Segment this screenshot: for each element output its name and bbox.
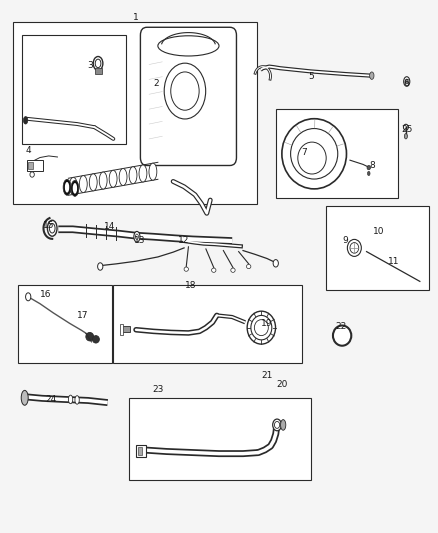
Ellipse shape [298,142,326,174]
Ellipse shape [273,419,282,431]
Text: 9: 9 [343,237,349,246]
Text: 22: 22 [336,321,347,330]
Text: 23: 23 [152,385,163,394]
Text: 5: 5 [308,71,314,80]
Ellipse shape [139,165,147,182]
Text: 2: 2 [153,78,159,87]
Text: 6: 6 [404,78,410,87]
Ellipse shape [273,260,279,267]
Text: 16: 16 [40,289,51,298]
Ellipse shape [251,316,272,340]
Ellipse shape [68,395,73,403]
Ellipse shape [71,180,79,196]
Bar [138,447,142,455]
Ellipse shape [23,117,28,124]
Ellipse shape [47,220,57,236]
Ellipse shape [119,168,127,185]
Text: 12: 12 [178,237,190,246]
Ellipse shape [134,231,140,242]
Ellipse shape [75,395,79,404]
Ellipse shape [405,79,408,84]
Ellipse shape [92,336,99,343]
Bar [21,35,127,144]
Ellipse shape [247,264,251,269]
Ellipse shape [184,267,188,271]
Ellipse shape [171,72,199,110]
Ellipse shape [25,293,31,301]
Ellipse shape [89,174,97,191]
Ellipse shape [149,163,157,180]
Ellipse shape [164,63,206,119]
Ellipse shape [367,165,371,169]
Ellipse shape [350,243,359,253]
Text: 18: 18 [185,280,196,289]
Text: 13: 13 [134,237,145,246]
Ellipse shape [49,223,55,233]
Ellipse shape [63,179,71,195]
Bar [120,324,124,335]
Bar [136,445,146,457]
Ellipse shape [129,167,137,184]
Ellipse shape [135,234,138,239]
Text: 7: 7 [301,148,307,157]
Text: 14: 14 [104,222,116,231]
Ellipse shape [282,119,346,189]
Ellipse shape [367,171,370,175]
Ellipse shape [247,311,276,344]
FancyBboxPatch shape [141,27,237,165]
Text: 15: 15 [43,221,54,230]
Text: 17: 17 [77,311,88,320]
Ellipse shape [333,326,351,346]
Ellipse shape [69,177,77,195]
Ellipse shape [403,124,408,130]
Ellipse shape [95,59,101,68]
Bar [130,398,311,480]
Text: 8: 8 [369,161,374,170]
Bar [113,285,302,364]
Text: 10: 10 [373,228,384,237]
Ellipse shape [73,183,77,193]
Ellipse shape [254,320,268,336]
Text: 20: 20 [277,380,288,389]
Bar [18,285,112,364]
Ellipse shape [30,172,34,177]
Text: 21: 21 [261,371,273,380]
Bar [13,22,258,204]
Ellipse shape [231,268,235,272]
Text: 3: 3 [87,61,93,70]
Ellipse shape [79,175,87,192]
Bar [95,68,102,74]
Ellipse shape [98,263,103,270]
Ellipse shape [337,330,348,342]
Ellipse shape [158,36,219,56]
Ellipse shape [275,422,280,429]
Ellipse shape [86,333,94,341]
Bar [28,162,32,169]
Bar [276,109,398,198]
Bar [27,160,43,171]
Ellipse shape [404,134,407,139]
Text: 1: 1 [133,13,139,22]
Ellipse shape [347,239,361,256]
Ellipse shape [65,182,69,192]
Bar [122,326,130,333]
Ellipse shape [109,170,117,187]
Ellipse shape [99,172,107,189]
Text: 19: 19 [261,319,273,328]
Ellipse shape [404,77,410,86]
Ellipse shape [212,268,216,272]
Text: 4: 4 [25,146,31,155]
Text: 25: 25 [401,125,413,134]
Text: 11: 11 [388,257,399,265]
Ellipse shape [281,419,286,430]
Text: 24: 24 [45,395,57,404]
Ellipse shape [21,390,28,405]
Bar [326,206,428,290]
Ellipse shape [370,72,374,79]
Ellipse shape [290,128,338,179]
